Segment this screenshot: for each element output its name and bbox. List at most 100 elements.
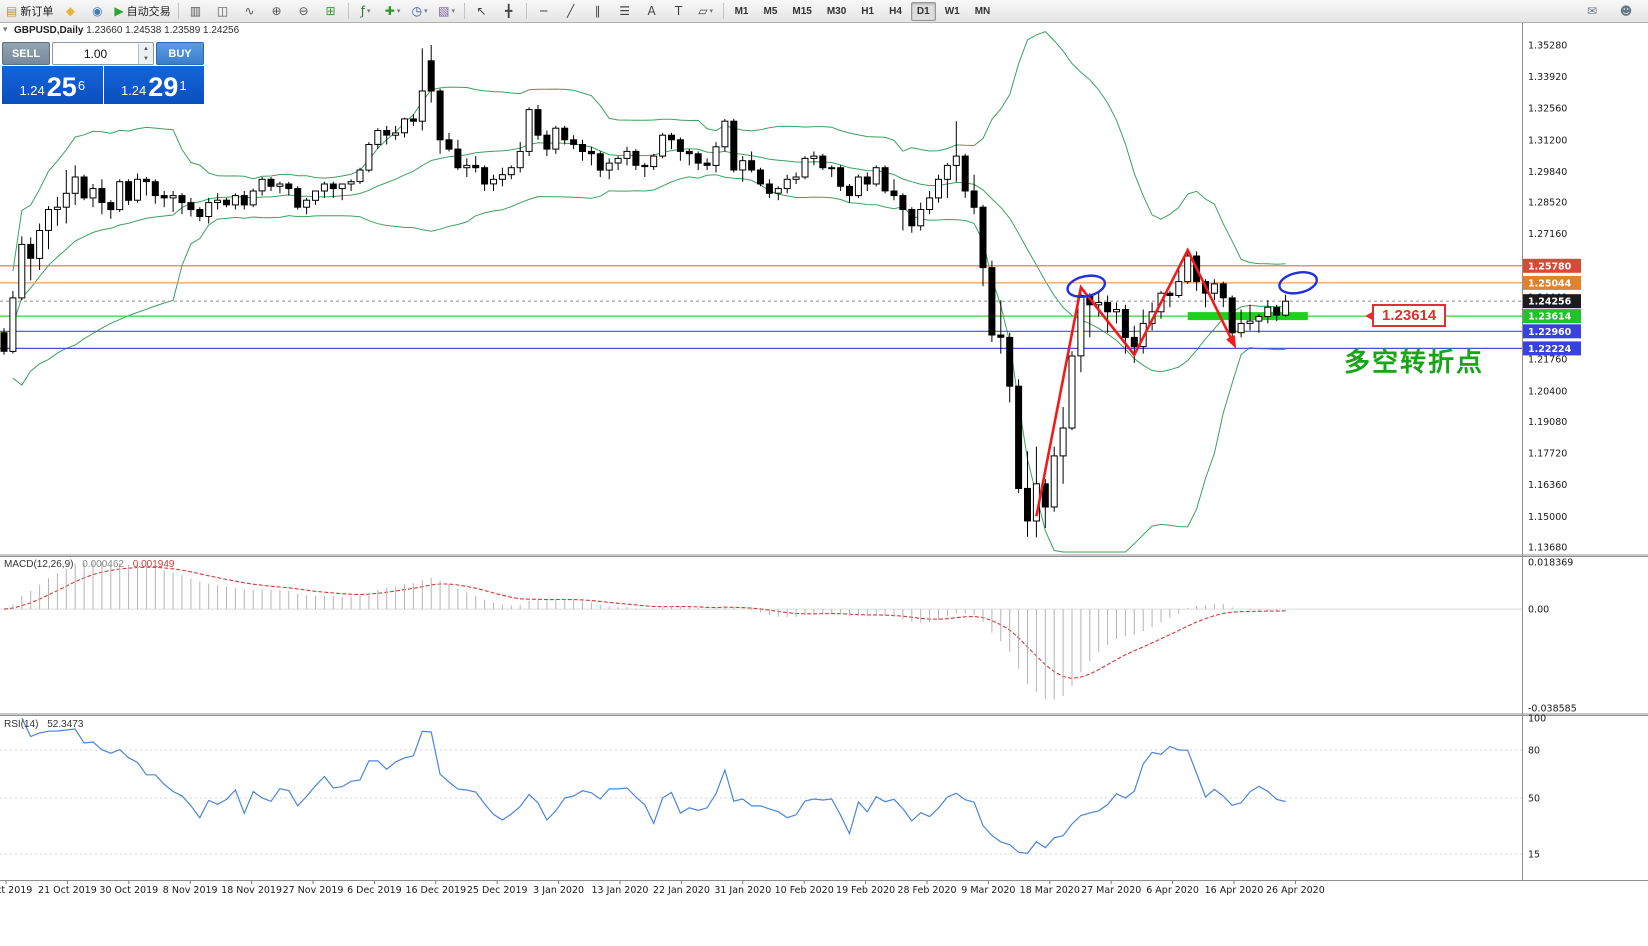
sell-price-head: 1.24 bbox=[19, 83, 45, 98]
chart-line-button[interactable]: ∿ bbox=[237, 2, 263, 20]
svg-text:1.24256: 1.24256 bbox=[1528, 297, 1572, 308]
autotrading-icon: ▶ bbox=[114, 4, 124, 18]
custom-indicator-button[interactable]: ✚ ▾ bbox=[380, 2, 406, 20]
svg-text:6 Apr 2020: 6 Apr 2020 bbox=[1146, 885, 1199, 896]
buy-price-display[interactable]: 1.24 29 1 bbox=[103, 66, 204, 104]
timeframe-button-h4[interactable]: H4 bbox=[889, 5, 902, 17]
insert-indicator-dropdown-icon[interactable]: ▾ bbox=[366, 7, 371, 15]
zoom-out-button[interactable]: ⊖ bbox=[291, 2, 317, 20]
svg-text:22 Jan 2020: 22 Jan 2020 bbox=[653, 885, 710, 896]
text-tool-icon: A bbox=[647, 4, 656, 18]
cursor-tool-icon: ↖ bbox=[476, 4, 487, 18]
svg-text:1.25044: 1.25044 bbox=[1528, 278, 1572, 289]
toolbar-separator bbox=[463, 3, 465, 19]
timeframe-button-d1[interactable]: D1 bbox=[910, 1, 936, 21]
chat-icon[interactable]: ✉ bbox=[1586, 4, 1598, 18]
timeframe-button-mn[interactable]: MN bbox=[974, 5, 991, 17]
timeframe-button-w1[interactable]: W1 bbox=[944, 5, 960, 17]
tile-windows-icon: ⊞ bbox=[325, 4, 336, 18]
market-watch-icon: ◉ bbox=[92, 4, 103, 18]
new-order-button[interactable]: ▤ 新订单 bbox=[3, 2, 56, 20]
svg-text:1.32560: 1.32560 bbox=[1528, 104, 1567, 115]
svg-text:16 Dec 2019: 16 Dec 2019 bbox=[405, 885, 466, 896]
svg-text:1.35280: 1.35280 bbox=[1528, 41, 1567, 52]
svg-text:1.25780: 1.25780 bbox=[1528, 261, 1572, 272]
periods-dropdown-icon[interactable]: ▾ bbox=[424, 7, 428, 15]
shapes-tool-button[interactable]: ▱ ▾ bbox=[693, 2, 719, 20]
fibonacci-tool-button[interactable]: ☰ bbox=[612, 2, 638, 20]
svg-text:18 Mar 2020: 18 Mar 2020 bbox=[1020, 885, 1080, 896]
trend-zigzag bbox=[1035, 247, 1237, 517]
volume-up-button[interactable]: ▲ bbox=[139, 43, 153, 54]
chart-bars-button[interactable]: ▥ bbox=[183, 2, 209, 20]
buy-price-sup: 1 bbox=[179, 78, 187, 93]
trendline-tool-button[interactable]: ╱ bbox=[558, 2, 584, 20]
svg-text:1.20400: 1.20400 bbox=[1528, 386, 1567, 397]
volume-stepper[interactable]: 1.00 ▲ ▼ bbox=[52, 42, 154, 65]
sell-price-sup: 6 bbox=[77, 78, 86, 93]
rsi-indicator-label: RSI(14) 52.3473 bbox=[4, 719, 83, 730]
autotrading-button[interactable]: ▶ 自动交易 bbox=[111, 2, 173, 20]
macd-title: MACD(12,26,9) bbox=[4, 559, 74, 570]
alerts-icon: ◆ bbox=[65, 4, 75, 18]
ellipse-annotation bbox=[1066, 274, 1107, 298]
svg-text:26 Apr 2020: 26 Apr 2020 bbox=[1266, 885, 1325, 896]
one-click-collapse-icon[interactable]: ▾ bbox=[3, 24, 8, 34]
panel-frames bbox=[0, 22, 1648, 881]
crosshair-tool-button[interactable]: ╋ bbox=[496, 2, 522, 20]
svg-text:50: 50 bbox=[1528, 794, 1540, 805]
periods-button[interactable]: ◷ ▾ bbox=[407, 2, 433, 20]
sell-price-big: 25 bbox=[46, 72, 77, 102]
svg-text:1.19080: 1.19080 bbox=[1528, 417, 1567, 428]
autotrading-label: 自动交易 bbox=[126, 6, 171, 18]
ohlc-values-label: 1.23660 1.24538 1.23589 1.24256 bbox=[86, 25, 240, 36]
profile-icon[interactable]: ☻ bbox=[1619, 4, 1633, 18]
market-watch-button[interactable]: ◉ bbox=[84, 2, 110, 20]
sell-price-display[interactable]: 1.24 25 6 bbox=[2, 66, 104, 104]
buy-button[interactable]: BUY bbox=[156, 42, 204, 65]
svg-text:27 Nov 2019: 27 Nov 2019 bbox=[283, 885, 344, 896]
svg-text:-0.038585: -0.038585 bbox=[1528, 704, 1577, 715]
cursor-tool-button[interactable]: ↖ bbox=[469, 2, 495, 20]
volume-input[interactable]: 1.00 bbox=[83, 46, 108, 61]
buy-price-head: 1.24 bbox=[120, 83, 147, 98]
custom-indicator-dropdown-icon[interactable]: ▾ bbox=[396, 7, 401, 15]
svg-text:1.31200: 1.31200 bbox=[1528, 135, 1567, 146]
templates-button[interactable]: ▧ ▾ bbox=[434, 2, 460, 20]
chart-candles-button[interactable]: ◫ bbox=[210, 2, 236, 20]
trendline-tool-icon: ╱ bbox=[566, 4, 575, 18]
chart-title: GBPUSD,Daily 1.23660 1.24538 1.23589 1.2… bbox=[14, 25, 239, 36]
insert-indicator-button[interactable]: ƒ ▾ bbox=[353, 2, 379, 20]
zigzag-arrowhead bbox=[1226, 335, 1237, 349]
volume-down-button[interactable]: ▼ bbox=[139, 53, 153, 64]
label-tool-button[interactable]: T bbox=[666, 2, 692, 20]
chart-bars-icon: ▥ bbox=[189, 4, 202, 18]
timeframe-button-m15[interactable]: M15 bbox=[792, 5, 812, 17]
zoom-in-button[interactable]: ⊕ bbox=[264, 2, 290, 20]
svg-text:1.17720: 1.17720 bbox=[1528, 449, 1567, 460]
timeframe-button-h1[interactable]: H1 bbox=[861, 5, 875, 17]
timeframe-button-m30[interactable]: M30 bbox=[826, 5, 847, 17]
shapes-tool-dropdown-icon[interactable]: ▾ bbox=[709, 7, 713, 15]
timeframe-button-m5[interactable]: M5 bbox=[763, 5, 778, 17]
toolbar-separator bbox=[347, 3, 349, 19]
templates-icon: ▧ bbox=[438, 4, 450, 18]
templates-dropdown-icon[interactable]: ▾ bbox=[451, 7, 455, 15]
tile-windows-button[interactable]: ⊞ bbox=[318, 2, 344, 20]
fibonacci-tool-icon: ☰ bbox=[619, 4, 630, 18]
alerts-button[interactable]: ◆ bbox=[57, 2, 83, 20]
rsi-title: RSI(14) bbox=[4, 719, 39, 730]
sell-button[interactable]: SELL bbox=[2, 42, 50, 65]
panel-separator[interactable] bbox=[0, 713, 1648, 715]
panel-separator[interactable] bbox=[0, 554, 1648, 556]
rsi-value: 52.3473 bbox=[47, 719, 84, 730]
channel-tool-button[interactable]: ∥ bbox=[585, 2, 611, 20]
hline-tool-button[interactable]: ─ bbox=[531, 2, 557, 20]
timeframe-button-m1[interactable]: M1 bbox=[734, 5, 749, 17]
svg-text:1.23614: 1.23614 bbox=[1528, 312, 1572, 323]
text-tool-button[interactable]: A bbox=[639, 2, 665, 20]
